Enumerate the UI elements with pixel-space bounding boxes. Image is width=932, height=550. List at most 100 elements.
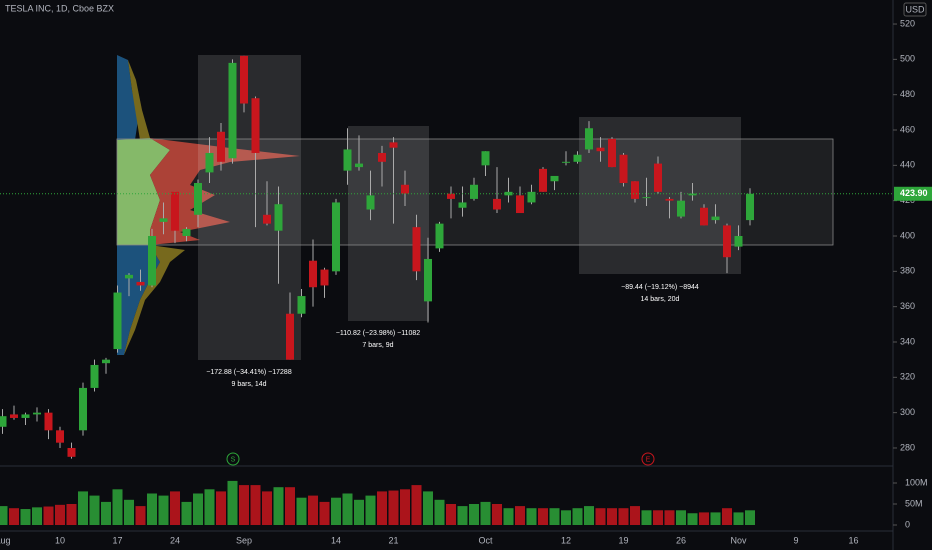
- volume-bar: [147, 493, 157, 525]
- candle-body: [665, 198, 674, 201]
- volume-bar: [285, 487, 295, 525]
- candle-body: [723, 225, 731, 258]
- volume-bar: [492, 504, 502, 525]
- volume-bar: [239, 485, 249, 525]
- volume-bar: [158, 495, 169, 525]
- y-tick-label: 340: [900, 336, 915, 346]
- volume-bar: [193, 493, 203, 525]
- vol-tick-label: 50M: [905, 498, 923, 508]
- candle-body: [320, 269, 329, 286]
- measure-sublabel: 7 bars, 9d: [362, 342, 393, 349]
- volume-bar: [43, 506, 54, 525]
- candle-body: [389, 142, 398, 148]
- candle-body: [470, 184, 478, 199]
- volume-bar: [32, 507, 42, 525]
- volume-bar: [66, 504, 77, 525]
- candle-body: [136, 281, 145, 286]
- last-price-box: [894, 186, 932, 201]
- candle-body: [562, 161, 570, 163]
- candle-body: [90, 364, 99, 388]
- volume-bar: [676, 510, 686, 525]
- candle-body: [355, 163, 363, 168]
- event-label: S: [231, 456, 236, 463]
- candle-body: [493, 198, 501, 210]
- candle-body: [297, 296, 306, 314]
- candle-body: [539, 168, 547, 192]
- volume-bar: [411, 485, 422, 525]
- candle-body: [274, 204, 283, 231]
- y-tick-label: 520: [900, 18, 915, 28]
- volume-bar: [595, 508, 606, 525]
- candle-body: [67, 447, 76, 457]
- volume-bar: [630, 506, 640, 525]
- volume-bar: [515, 506, 525, 525]
- measure-label: −89.44 (−19.12%) −8944: [621, 284, 699, 291]
- x-tick-label: Aug: [0, 535, 11, 545]
- volume-bar: [170, 491, 180, 525]
- measure-label: −172.88 (−34.41%) −17288: [206, 369, 292, 376]
- x-tick-label: 14: [331, 535, 341, 545]
- candle-body: [148, 236, 156, 286]
- candle-body: [263, 214, 271, 224]
- volume-bar: [480, 501, 491, 525]
- volume-bar: [457, 506, 468, 525]
- volume-bar: [664, 510, 675, 525]
- candle-body: [56, 430, 64, 443]
- volume-bar: [722, 508, 732, 525]
- currency-box: [903, 2, 927, 17]
- y-tick-label: 280: [900, 442, 915, 452]
- candle-body: [378, 152, 386, 162]
- event-marker: [641, 452, 655, 466]
- volume-bar: [319, 501, 330, 525]
- candle-body: [33, 412, 41, 415]
- volume-bar: [365, 495, 376, 525]
- event-label: E: [646, 456, 651, 463]
- volume-bar: [388, 490, 399, 525]
- candle-body: [240, 55, 248, 104]
- candle-body: [550, 175, 559, 182]
- x-tick-label: Oct: [478, 535, 493, 545]
- volume-bar: [710, 512, 721, 525]
- volume-bar: [204, 489, 215, 525]
- y-tick-label: 320: [900, 372, 915, 382]
- candle-body: [619, 154, 628, 184]
- candle-body: [677, 200, 685, 217]
- vol-tick-label: 100M: [905, 477, 928, 487]
- measure-label: −110.82 (−23.98%) −11082: [336, 330, 421, 337]
- volume-bar: [216, 491, 226, 525]
- volume-bar: [572, 508, 583, 525]
- candle-body: [424, 258, 432, 302]
- volume-bar: [354, 499, 364, 525]
- volume-bar: [331, 497, 341, 525]
- candle-body: [79, 387, 87, 431]
- y-tick-label: 440: [900, 160, 915, 170]
- candle-body: [10, 414, 18, 418]
- volume-bar: [584, 506, 594, 525]
- volume-bar: [135, 506, 146, 525]
- chart-title: TESLA INC, 1D, Cboe BZX: [5, 3, 114, 13]
- candle-body: [194, 183, 202, 215]
- candle-body: [700, 207, 708, 226]
- candle-body: [251, 98, 260, 153]
- volume-bar: [377, 491, 387, 525]
- candle-body: [481, 151, 490, 166]
- volume-bar: [618, 508, 629, 525]
- candle-body: [159, 218, 168, 222]
- volume-profile: [117, 55, 300, 355]
- candle-body: [573, 154, 582, 162]
- volume-bar: [733, 512, 744, 525]
- currency: USD: [905, 4, 925, 14]
- candle-body: [113, 292, 122, 350]
- candle-body: [734, 236, 743, 247]
- volume-bar: [20, 509, 31, 525]
- volume-bar: [607, 508, 617, 525]
- candle-body: [516, 195, 524, 214]
- x-tick-label: 10: [55, 535, 65, 545]
- candle-body: [401, 184, 409, 194]
- volume-bar: [526, 508, 537, 525]
- candle-body: [44, 412, 53, 431]
- x-tick-label: 9: [793, 535, 798, 545]
- x-tick-label: 21: [388, 535, 398, 545]
- volume-bar: [112, 489, 123, 525]
- candle-body: [631, 181, 639, 199]
